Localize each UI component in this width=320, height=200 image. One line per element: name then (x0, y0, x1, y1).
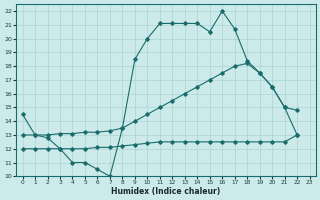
X-axis label: Humidex (Indice chaleur): Humidex (Indice chaleur) (111, 187, 221, 196)
